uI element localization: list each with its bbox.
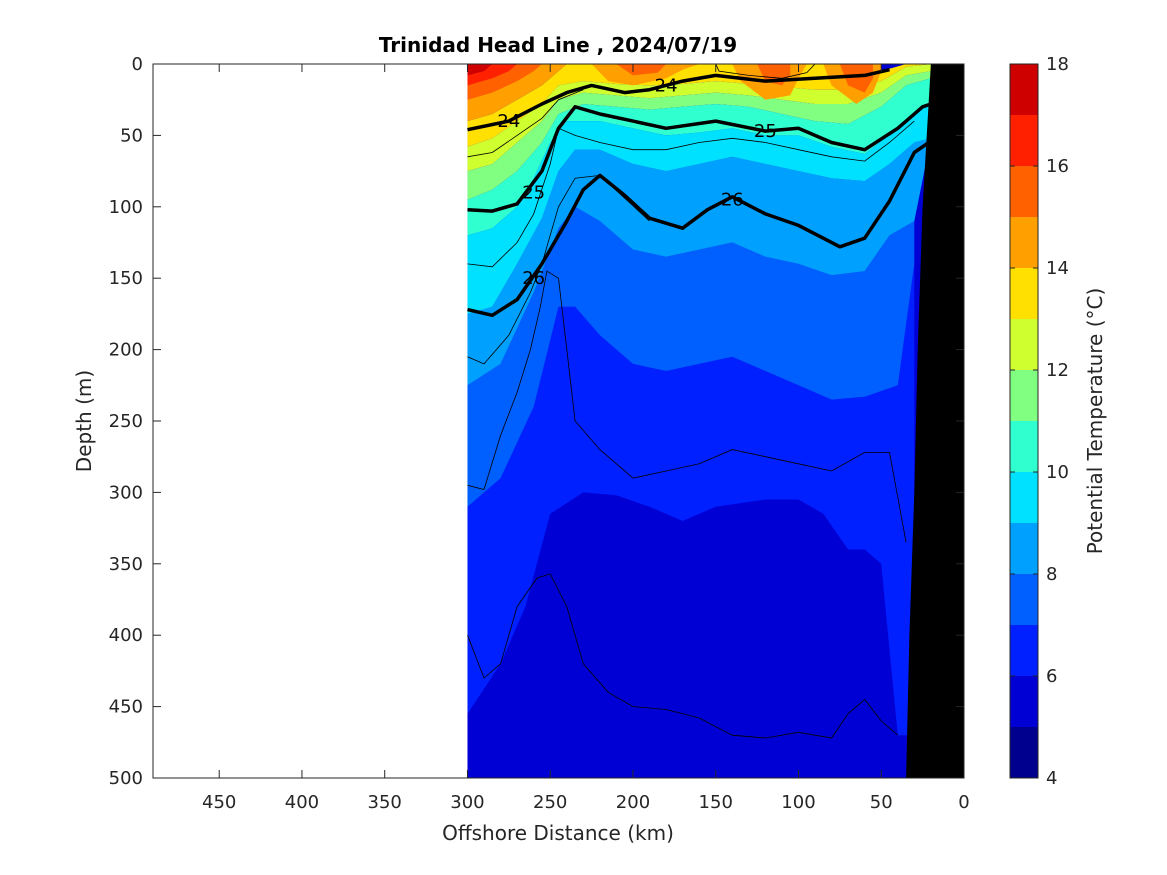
colorbar-segment-6C xyxy=(1010,625,1038,676)
colorbar-frame xyxy=(1009,63,1039,779)
temperature-band-15C-17 xyxy=(839,64,873,93)
colorbar-segment-9C xyxy=(1010,472,1038,523)
density-contour-label-25-1: 25 xyxy=(754,121,777,142)
colorbar-tick-label: 16 xyxy=(1046,156,1069,177)
y-tick-label: 100 xyxy=(109,197,143,218)
colorbar-segment-15C xyxy=(1010,166,1038,217)
colorbar-tick-label: 8 xyxy=(1046,564,1057,585)
colorbar-tick-label: 4 xyxy=(1046,768,1057,789)
temperature-band-6C-2 xyxy=(467,263,915,736)
colorbar-segment-14C xyxy=(1010,217,1038,268)
colorbar-segment-4C xyxy=(1010,727,1038,778)
colorbar: 4 6 8 10 12 14 16 18 xyxy=(1009,54,1069,789)
x-tick-label: 250 xyxy=(533,792,567,813)
y-axis-label: Depth (m) xyxy=(72,370,96,472)
y-tick-label: 200 xyxy=(109,340,143,361)
y-tick-label: 150 xyxy=(109,268,143,289)
temperature-band-7C-3 xyxy=(467,206,915,507)
colorbar-segment-8C xyxy=(1010,523,1038,574)
temperature-contour-line-3 xyxy=(467,120,915,268)
temperature-band-13C-9 xyxy=(467,64,931,147)
x-tick-label: 0 xyxy=(958,792,969,813)
temperature-band-10C-6 xyxy=(467,78,931,236)
y-tick-label: 500 xyxy=(109,768,143,789)
x-tick-label: 350 xyxy=(368,792,402,813)
y-tick-label: 400 xyxy=(109,625,143,646)
temperature-contour-line-4 xyxy=(467,89,584,158)
y-tick-label: 250 xyxy=(109,411,143,432)
temperature-band-14C-11 xyxy=(591,64,700,86)
temperature-band-8C-4 xyxy=(467,138,931,386)
temperature-band-9C-5 xyxy=(467,106,931,314)
colorbar-tick-label: 14 xyxy=(1046,258,1069,279)
colorbar-segment-16C xyxy=(1010,115,1038,166)
colorbar-segment-17C xyxy=(1010,64,1038,115)
x-tick-label: 50 xyxy=(870,792,893,813)
density-contour-24 xyxy=(467,67,890,132)
density-contour-layer xyxy=(467,67,932,318)
y-tick-label: 350 xyxy=(109,554,143,575)
temperature-contour-line-2 xyxy=(467,573,899,739)
density-contour-label-26-1: 26 xyxy=(721,190,744,211)
temperature-band-17C-19 xyxy=(467,64,493,76)
density-contour-label-26-0: 26 xyxy=(522,268,545,289)
colorbar-tick-label: 18 xyxy=(1046,54,1069,75)
density-contour-label-25-0: 25 xyxy=(522,183,545,204)
temperature-band-5C-1 xyxy=(467,492,898,778)
temperature-fill-layer xyxy=(467,64,931,778)
colorbar-label: Potential Temperature (°C) xyxy=(1083,288,1107,555)
x-tick-label: 450 xyxy=(202,792,236,813)
colorbar-tick-label: 12 xyxy=(1046,360,1069,381)
x-axis-label: Offshore Distance (km) xyxy=(442,821,674,845)
chart-title: Trinidad Head Line , 2024/07/19 xyxy=(379,33,737,57)
temperature-contour-line-5 xyxy=(715,64,816,79)
temperature-band-12C-8 xyxy=(467,64,931,172)
x-tick-label: 300 xyxy=(450,792,484,813)
x-tick-label: 400 xyxy=(285,792,319,813)
density-contour-25 xyxy=(467,102,932,213)
y-tick-label: 300 xyxy=(109,482,143,503)
colorbar-tick-label: 10 xyxy=(1046,462,1069,483)
contour-label-layer: 24 24 25 25 26 26 xyxy=(497,75,776,289)
y-tick-label: 450 xyxy=(109,697,143,718)
colorbar-segment-10C xyxy=(1010,421,1038,472)
y-tick-label: 50 xyxy=(120,125,143,146)
seafloor-bathymetry xyxy=(906,64,964,778)
colorbar-segment-11C xyxy=(1010,370,1038,421)
colorbar-segment-7C xyxy=(1010,574,1038,625)
temperature-band-11C-7 xyxy=(467,71,931,200)
colorbar-segment-5C xyxy=(1010,676,1038,727)
colorbar-tick-label: 6 xyxy=(1046,666,1057,687)
x-tick-label: 100 xyxy=(781,792,815,813)
colorbar-segment-12C xyxy=(1010,319,1038,370)
y-tick-label: 0 xyxy=(132,54,143,75)
x-tick-label: 150 xyxy=(699,792,733,813)
x-axis: 450 400 350 300 250 200 150 100 50 0 xyxy=(202,64,970,813)
temperature-band-15C-15 xyxy=(616,64,667,76)
x-tick-label: 200 xyxy=(616,792,650,813)
density-contour-label-24-0: 24 xyxy=(655,75,678,96)
bathymetry-layer xyxy=(906,64,964,778)
temperature-contour-line-1 xyxy=(467,270,907,543)
colorbar-segment-13C xyxy=(1010,268,1038,319)
y-axis: 0 50 100 150 200 250 300 350 400 450 500 xyxy=(109,54,964,789)
density-contour-26 xyxy=(467,139,932,318)
density-contour-label-24-1: 24 xyxy=(497,111,520,132)
